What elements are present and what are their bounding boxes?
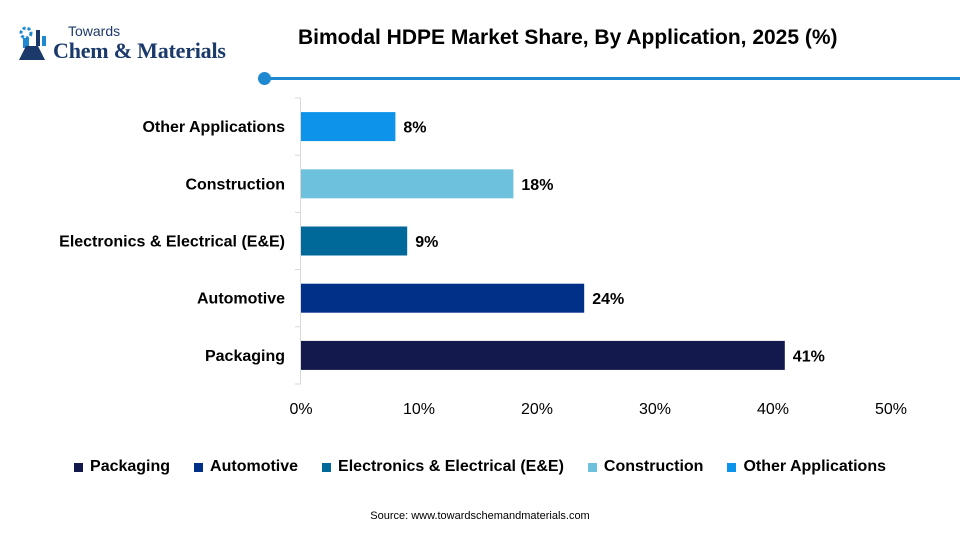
data-label: 24% xyxy=(592,291,624,308)
x-tick-label: 10% xyxy=(403,401,435,418)
brand-top-text: Towards xyxy=(68,23,121,39)
legend-item: Automotive xyxy=(194,458,298,476)
category-label: Packaging xyxy=(205,348,285,365)
legend-label: Electronics & Electrical (E&E) xyxy=(338,458,564,475)
header-rule-dot xyxy=(258,72,271,85)
brand-main-text: Chem & Materials xyxy=(53,38,226,63)
x-tick-label: 30% xyxy=(639,401,671,418)
legend-item: Electronics & Electrical (E&E) xyxy=(322,458,564,476)
x-tick-label: 0% xyxy=(289,401,312,418)
flask-gear-icon xyxy=(19,26,46,60)
legend-label: Automotive xyxy=(210,458,299,475)
bar-4 xyxy=(301,112,396,142)
bar-3 xyxy=(301,169,514,199)
legend-swatch xyxy=(322,462,332,472)
legend-swatch xyxy=(74,462,84,472)
data-label: 9% xyxy=(415,234,438,251)
legend-item: Packaging xyxy=(74,458,170,476)
bar-2 xyxy=(301,226,408,256)
legend-item: Construction xyxy=(587,458,704,476)
legend-swatch xyxy=(587,462,597,472)
data-label: 8% xyxy=(403,120,426,137)
bar-1 xyxy=(301,283,585,313)
x-tick-label: 40% xyxy=(757,401,789,418)
source-note: Source: www.towardschemandmaterials.com xyxy=(370,510,590,522)
chart-title: Bimodal HDPE Market Share, By Applicatio… xyxy=(298,26,838,49)
category-label: Automotive xyxy=(197,291,285,308)
category-label: Other Applications xyxy=(142,119,285,136)
legend-label: Packaging xyxy=(90,458,171,475)
data-label: 18% xyxy=(521,177,553,194)
bar-0 xyxy=(301,340,785,370)
category-label: Electronics & Electrical (E&E) xyxy=(59,234,285,251)
legend-swatch xyxy=(727,462,737,472)
category-label: Construction xyxy=(185,176,285,193)
legend-item: Other Applications xyxy=(727,458,886,476)
x-tick-label: 20% xyxy=(521,401,553,418)
chart-legend: Packaging Automotive Electronics & Electri… xyxy=(0,458,960,476)
legend-label: Construction xyxy=(603,458,704,475)
legend-swatch xyxy=(194,462,204,472)
brand-logo: Towards Chem & Materials xyxy=(16,22,256,66)
header-rule-line xyxy=(268,77,960,80)
data-label: 41% xyxy=(793,348,825,365)
x-tick-label: 50% xyxy=(875,401,907,418)
legend-label: Other Applications xyxy=(743,458,886,475)
